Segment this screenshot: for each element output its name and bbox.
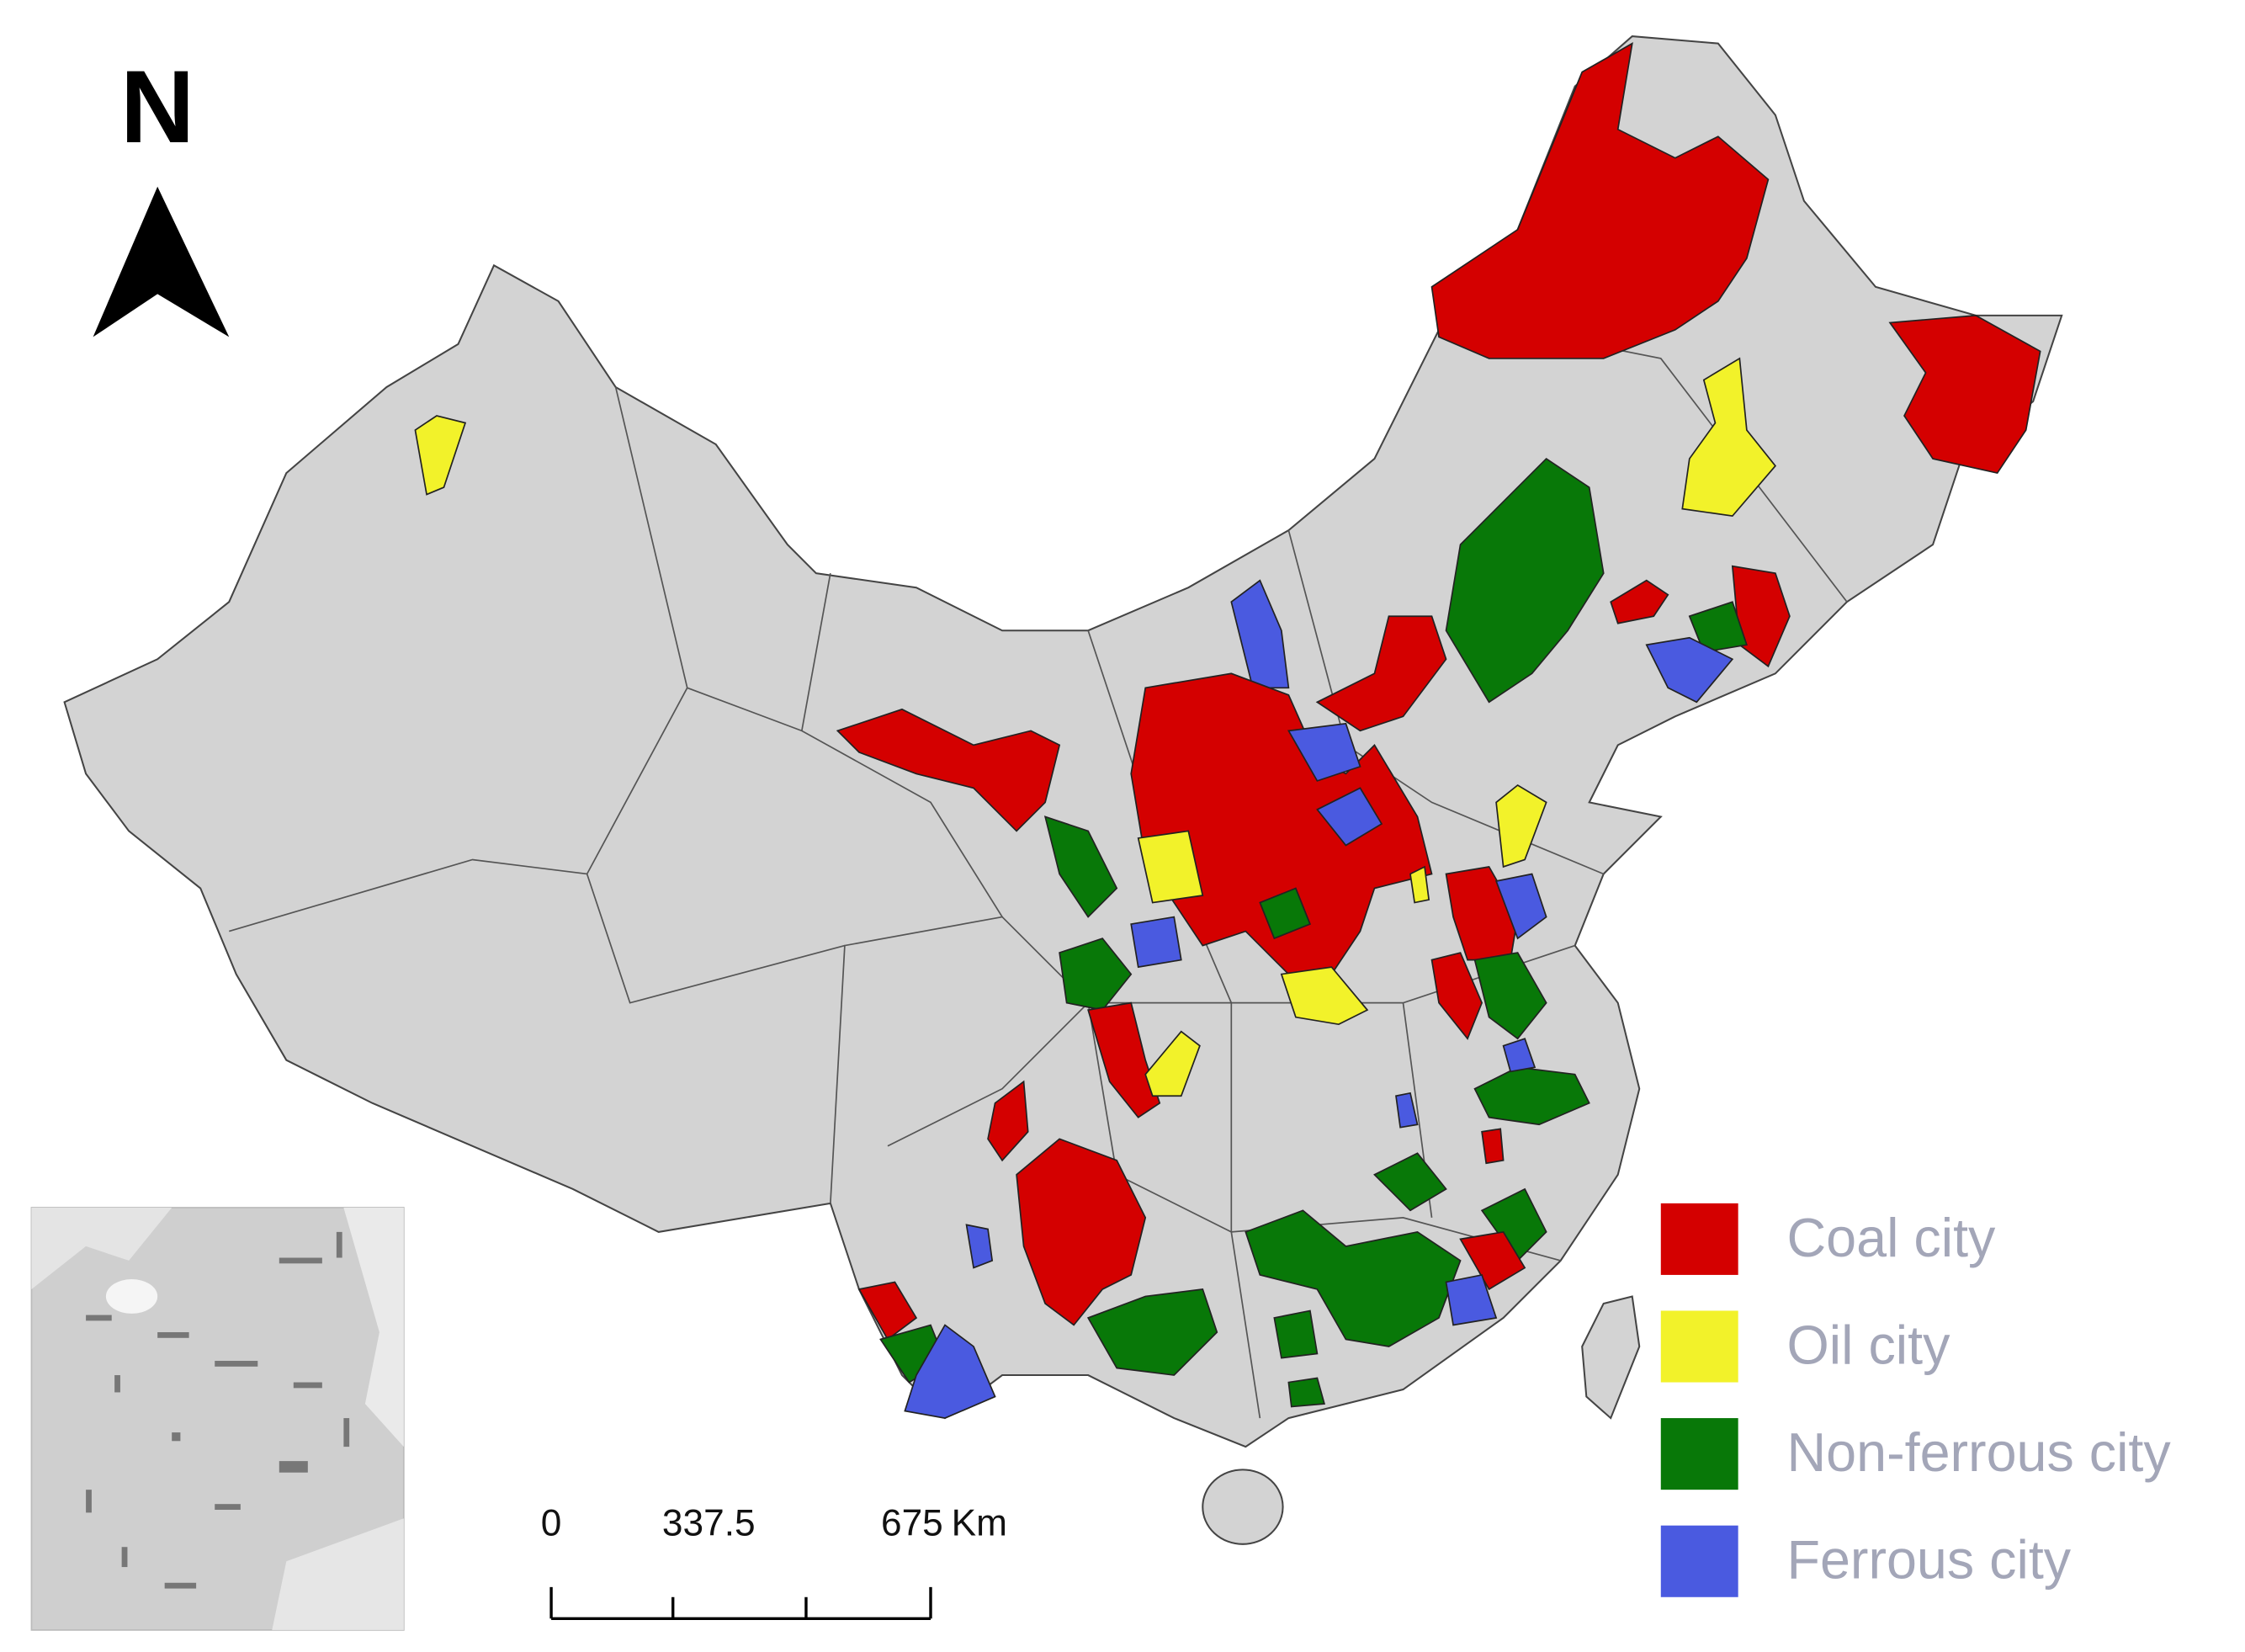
resource-city [1043,815,1118,918]
legend-label: Ferrous city [1787,1529,2072,1591]
resource-city [1280,966,1369,1026]
resource-city [1287,1377,1326,1408]
resource-city [987,1080,1029,1162]
resource-city [414,415,467,496]
resource-city [1016,1138,1147,1326]
scale-unit: Km [952,1502,1007,1543]
legend-swatch [1660,1310,1738,1383]
legend-swatch [1660,1418,1738,1490]
resource-city [1888,315,2041,475]
legend: Coal city Oil city Non-ferrous city Ferrous… [1660,1203,2172,1597]
regions [414,41,2041,1419]
resource-city [1688,601,1748,653]
resource-city [1259,887,1312,940]
inset-map [30,1207,405,1631]
resource-city [1445,457,1605,704]
resource-city [1316,787,1383,847]
scale-label: 675 [881,1502,943,1543]
resource-city [1445,1273,1498,1326]
north-arrow [93,186,230,337]
resource-city [1495,784,1547,868]
resource-city [965,1224,994,1269]
resource-city [1610,579,1669,624]
resource-city [1230,579,1290,689]
resource-city [1459,1230,1526,1291]
scale-bar: 0 337.5 675 Km [541,1502,1007,1620]
resource-city [1502,1038,1536,1073]
resource-city [1395,1092,1419,1129]
legend-label: Non-ferrous city [1787,1421,2172,1483]
resource-city [1315,615,1447,732]
resource-city [1130,916,1182,969]
resource-city [1494,873,1547,940]
legend-swatch [1660,1525,1738,1597]
resource-city [904,1324,996,1419]
resource-city [1087,1001,1161,1118]
legend-label: Oil city [1787,1314,1951,1375]
resource-city [1681,357,1777,518]
resource-city [1144,1030,1201,1097]
resource-city [1409,865,1430,904]
resource-city [1059,938,1133,1012]
taiwan [1581,1295,1641,1420]
resource-city [1245,1209,1462,1347]
scale-label: 0 [541,1502,562,1543]
resource-city [857,1281,918,1341]
resource-city [1273,1309,1319,1359]
resource-city [1373,1152,1447,1212]
resource-city [836,708,1061,832]
legend-label: Coal city [1787,1207,1997,1268]
north-label: N [120,49,194,164]
hainan [1202,1469,1284,1545]
resource-city [1086,1288,1218,1376]
resource-city [1430,952,1483,1040]
resource-city [1137,830,1204,904]
resource-city [1645,636,1734,704]
resource-city [1287,722,1361,782]
resource-city [1430,41,1770,359]
legend-swatch [1660,1203,1738,1275]
resource-city [1481,1128,1505,1165]
scale-label: 337.5 [662,1502,756,1543]
resource-city [1473,952,1547,1040]
